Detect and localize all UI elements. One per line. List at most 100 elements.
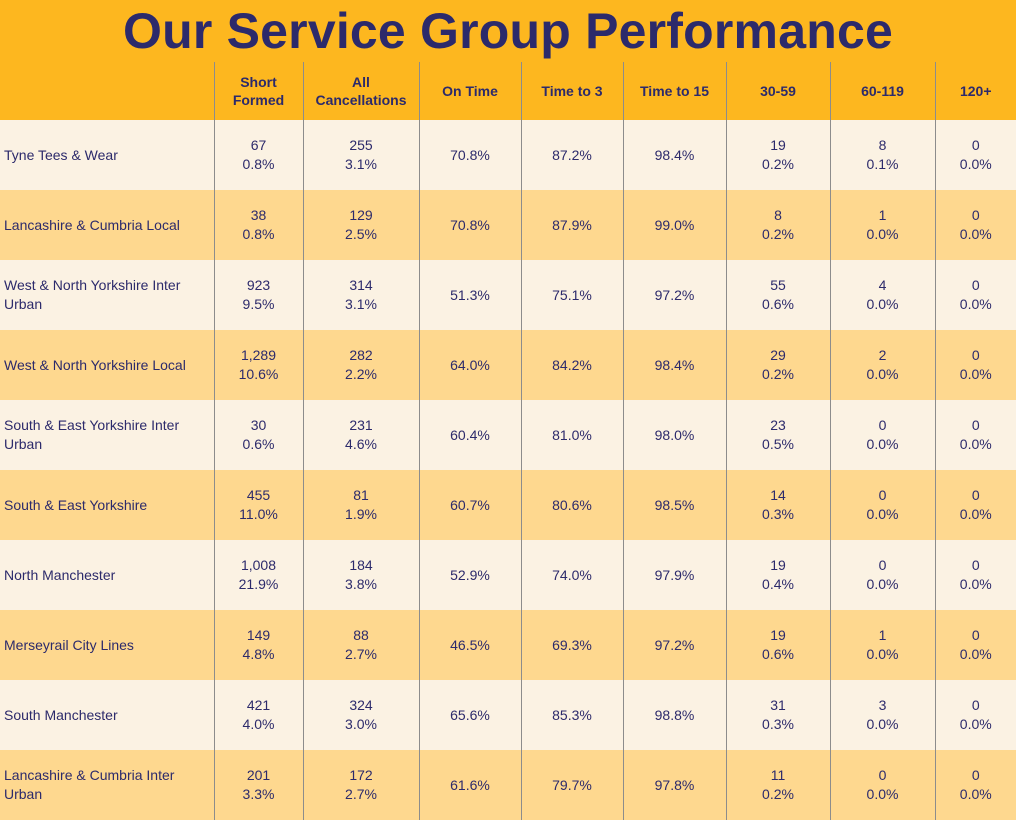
delay-120-plus-cell: 0 0.0% bbox=[934, 680, 1016, 750]
time-to-3-cell: 85.3% bbox=[520, 680, 623, 750]
delay-60-119-cell: 0 0.0% bbox=[829, 750, 935, 820]
time-to-3-cell: 87.2% bbox=[520, 120, 623, 190]
table-row: West & North Yorkshire Local 1,289 10.6% … bbox=[0, 330, 1016, 400]
header-30-59: 30-59 bbox=[725, 62, 830, 120]
table-row: South Manchester 421 4.0% 324 3.0% 65.6% 8… bbox=[0, 680, 1016, 750]
short-formed-cell: 201 3.3% bbox=[213, 750, 303, 820]
table-row: Lancashire & Cumbria Inter Urban 201 3.3% … bbox=[0, 750, 1016, 820]
time-to-15-cell: 98.8% bbox=[622, 680, 726, 750]
delay-30-59-cell: 11 0.2% bbox=[725, 750, 830, 820]
delay-30-59-cell: 19 0.2% bbox=[725, 120, 830, 190]
short-formed-cell: 455 11.0% bbox=[213, 470, 303, 540]
cancellations-cell: 231 4.6% bbox=[302, 400, 419, 470]
delay-60-119-cell: 0 0.0% bbox=[829, 470, 935, 540]
delay-30-59-cell: 8 0.2% bbox=[725, 190, 830, 260]
delay-120-plus-cell: 0 0.0% bbox=[934, 260, 1016, 330]
header-60-119: 60-119 bbox=[829, 62, 935, 120]
short-formed-cell: 67 0.8% bbox=[213, 120, 303, 190]
cancellations-cell: 314 3.1% bbox=[302, 260, 419, 330]
short-formed-cell: 38 0.8% bbox=[213, 190, 303, 260]
delay-120-plus-cell: 0 0.0% bbox=[934, 610, 1016, 680]
time-to-15-cell: 98.5% bbox=[622, 470, 726, 540]
time-to-15-cell: 97.2% bbox=[622, 610, 726, 680]
time-to-15-cell: 97.8% bbox=[622, 750, 726, 820]
time-to-15-cell: 98.4% bbox=[622, 330, 726, 400]
delay-30-59-cell: 14 0.3% bbox=[725, 470, 830, 540]
short-formed-cell: 1,008 21.9% bbox=[213, 540, 303, 610]
header-service-group bbox=[0, 62, 214, 120]
on-time-cell: 51.3% bbox=[418, 260, 521, 330]
service-group-name: Lancashire & Cumbria Local bbox=[0, 190, 214, 260]
delay-30-59-cell: 31 0.3% bbox=[725, 680, 830, 750]
cancellations-cell: 255 3.1% bbox=[302, 120, 419, 190]
delay-60-119-cell: 0 0.0% bbox=[829, 400, 935, 470]
delay-120-plus-cell: 0 0.0% bbox=[934, 400, 1016, 470]
delay-120-plus-cell: 0 0.0% bbox=[934, 120, 1016, 190]
service-group-name: South Manchester bbox=[0, 680, 214, 750]
on-time-cell: 65.6% bbox=[418, 680, 521, 750]
cancellations-cell: 172 2.7% bbox=[302, 750, 419, 820]
delay-60-119-cell: 2 0.0% bbox=[829, 330, 935, 400]
header-on-time: On Time bbox=[418, 62, 521, 120]
header-short-formed: Short Formed bbox=[213, 62, 303, 120]
delay-60-119-cell: 8 0.1% bbox=[829, 120, 935, 190]
delay-30-59-cell: 19 0.4% bbox=[725, 540, 830, 610]
service-group-name: West & North Yorkshire Inter Urban bbox=[0, 260, 214, 330]
delay-120-plus-cell: 0 0.0% bbox=[934, 470, 1016, 540]
time-to-15-cell: 97.9% bbox=[622, 540, 726, 610]
header-120-plus: 120+ bbox=[934, 62, 1016, 120]
delay-30-59-cell: 19 0.6% bbox=[725, 610, 830, 680]
delay-60-119-cell: 1 0.0% bbox=[829, 610, 935, 680]
delay-30-59-cell: 29 0.2% bbox=[725, 330, 830, 400]
header-all-cancellations: All Cancellations bbox=[302, 62, 419, 120]
short-formed-cell: 421 4.0% bbox=[213, 680, 303, 750]
cancellations-cell: 282 2.2% bbox=[302, 330, 419, 400]
delay-120-plus-cell: 0 0.0% bbox=[934, 750, 1016, 820]
delay-120-plus-cell: 0 0.0% bbox=[934, 190, 1016, 260]
delay-60-119-cell: 1 0.0% bbox=[829, 190, 935, 260]
on-time-cell: 60.4% bbox=[418, 400, 521, 470]
cancellations-cell: 129 2.5% bbox=[302, 190, 419, 260]
on-time-cell: 70.8% bbox=[418, 190, 521, 260]
cancellations-cell: 88 2.7% bbox=[302, 610, 419, 680]
time-to-3-cell: 84.2% bbox=[520, 330, 623, 400]
short-formed-cell: 30 0.6% bbox=[213, 400, 303, 470]
cancellations-cell: 81 1.9% bbox=[302, 470, 419, 540]
service-group-name: Lancashire & Cumbria Inter Urban bbox=[0, 750, 214, 820]
time-to-3-cell: 80.6% bbox=[520, 470, 623, 540]
header-time-to-3: Time to 3 bbox=[520, 62, 623, 120]
time-to-3-cell: 75.1% bbox=[520, 260, 623, 330]
service-group-name: South & East Yorkshire bbox=[0, 470, 214, 540]
time-to-3-cell: 81.0% bbox=[520, 400, 623, 470]
on-time-cell: 70.8% bbox=[418, 120, 521, 190]
delay-30-59-cell: 23 0.5% bbox=[725, 400, 830, 470]
time-to-3-cell: 87.9% bbox=[520, 190, 623, 260]
short-formed-cell: 923 9.5% bbox=[213, 260, 303, 330]
time-to-3-cell: 74.0% bbox=[520, 540, 623, 610]
table-row: Tyne Tees & Wear 67 0.8% 255 3.1% 70.8% 87… bbox=[0, 120, 1016, 190]
delay-60-119-cell: 4 0.0% bbox=[829, 260, 935, 330]
table-row: South & East Yorkshire Inter Urban 30 0.6%… bbox=[0, 400, 1016, 470]
on-time-cell: 52.9% bbox=[418, 540, 521, 610]
service-group-name: Tyne Tees & Wear bbox=[0, 120, 214, 190]
time-to-15-cell: 98.4% bbox=[622, 120, 726, 190]
delay-60-119-cell: 0 0.0% bbox=[829, 540, 935, 610]
time-to-3-cell: 69.3% bbox=[520, 610, 623, 680]
service-group-name: South & East Yorkshire Inter Urban bbox=[0, 400, 214, 470]
short-formed-cell: 149 4.8% bbox=[213, 610, 303, 680]
cancellations-cell: 184 3.8% bbox=[302, 540, 419, 610]
delay-30-59-cell: 55 0.6% bbox=[725, 260, 830, 330]
table-row: Lancashire & Cumbria Local 38 0.8% 129 2.5… bbox=[0, 190, 1016, 260]
service-group-name: Merseyrail City Lines bbox=[0, 610, 214, 680]
on-time-cell: 61.6% bbox=[418, 750, 521, 820]
on-time-cell: 64.0% bbox=[418, 330, 521, 400]
performance-table: Short Formed All Cancellations On Time T… bbox=[0, 62, 1016, 820]
delay-120-plus-cell: 0 0.0% bbox=[934, 330, 1016, 400]
on-time-cell: 46.5% bbox=[418, 610, 521, 680]
delay-60-119-cell: 3 0.0% bbox=[829, 680, 935, 750]
page-title: Our Service Group Performance bbox=[123, 3, 893, 59]
table-row: Merseyrail City Lines 149 4.8% 88 2.7% 46.… bbox=[0, 610, 1016, 680]
table-row: South & East Yorkshire 455 11.0% 81 1.9% 6… bbox=[0, 470, 1016, 540]
service-group-name: North Manchester bbox=[0, 540, 214, 610]
